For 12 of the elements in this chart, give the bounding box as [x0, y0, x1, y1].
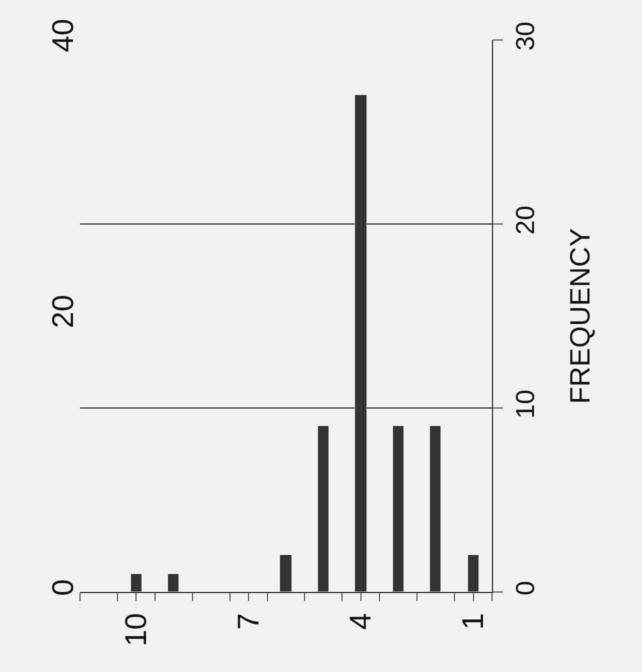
y-axis-title: FREQUENCY	[564, 228, 596, 404]
y-tick-label: 10	[510, 390, 540, 419]
x-tick-label: 1	[457, 613, 490, 630]
x-tick-label: 10	[120, 613, 153, 646]
y2-tick-label: 20	[47, 294, 80, 328]
y2-tick-label: 40	[47, 18, 80, 52]
y-tick-label: 0	[510, 580, 540, 596]
y2-tick-label: 0	[47, 579, 80, 596]
y-tick-label: 30	[510, 22, 540, 51]
y-tick-label: 20	[510, 206, 540, 235]
x-tick-label: 4	[344, 613, 378, 630]
x-tick-label: 7	[232, 613, 266, 630]
